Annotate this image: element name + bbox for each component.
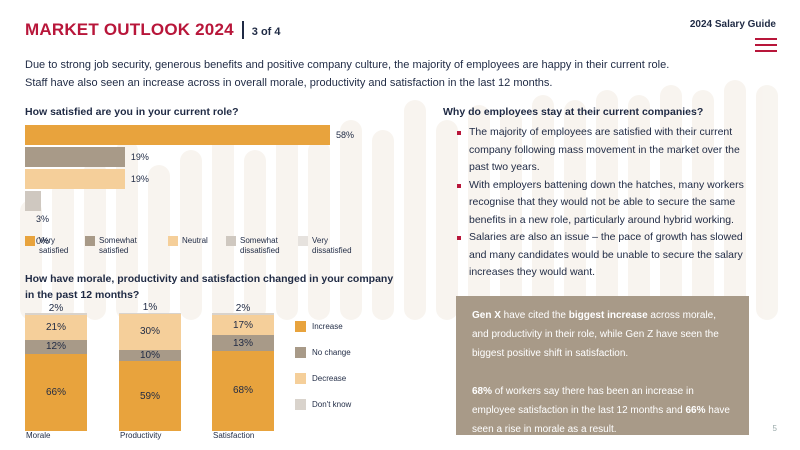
legend-label: Somewhat satisfied: [99, 236, 137, 255]
legend-swatch: [298, 236, 308, 246]
legend-item: Decrease: [295, 365, 351, 391]
list-item: Salaries are also an issue – the pace of…: [455, 229, 755, 282]
segment-value-label: 17%: [232, 319, 253, 331]
list-item: The majority of employees are satisfied …: [455, 124, 755, 177]
satisfaction-bar: [25, 169, 125, 189]
legend-swatch: [295, 372, 306, 384]
legend-label: No change: [312, 347, 351, 357]
legend-item: Very dissatisfied: [298, 236, 368, 256]
segment-value-label: 66%: [45, 386, 66, 398]
callout-box: Gen X have cited the biggest increase ac…: [456, 296, 749, 435]
chart1-title: How satisfied are you in your current ro…: [25, 106, 239, 118]
stack-segment-no-change: 10%: [119, 349, 181, 362]
bar-value-label: 0%: [36, 236, 50, 246]
bar-value-label: 19%: [130, 152, 149, 162]
legend-label: Decrease: [312, 373, 347, 383]
satisfaction-bar: [25, 147, 125, 167]
satisfaction-bar: [25, 191, 41, 211]
legend-swatch: [295, 398, 306, 410]
page-title: MARKET OUTLOOK 2024: [25, 20, 234, 39]
category-label: Satisfaction: [213, 431, 255, 440]
segment-value-label: 13%: [232, 337, 253, 349]
chart2-title: How have morale, productivity and satisf…: [25, 273, 394, 301]
legend-label: Increase: [312, 321, 343, 331]
stack-segment-don-t-know: 2%: [25, 303, 87, 316]
list-item: With employers battening down the hatche…: [455, 177, 755, 230]
legend-item: Don't know: [295, 391, 351, 417]
right-question: Why do employees stay at their current c…: [443, 106, 704, 118]
legend-swatch: [226, 236, 236, 246]
stack-segment-increase: 59%: [119, 361, 181, 431]
segment-value-label: 12%: [45, 341, 66, 353]
legend-label: Very dissatisfied: [312, 236, 352, 255]
bar-value-label: 3%: [36, 214, 50, 224]
page-indicator: 3 of 4: [251, 26, 281, 38]
legend-label: Very satisfied: [39, 236, 69, 255]
reasons-list: The majority of employees are satisfied …: [455, 124, 755, 282]
stack-segment-decrease: 30%: [119, 314, 181, 350]
satisfaction-legend: Very satisfied Somewhat satisfied Neutra…: [25, 236, 368, 256]
legend-swatch: [295, 346, 306, 358]
legend-label: Neutral: [182, 236, 208, 245]
page-number: 5: [772, 424, 777, 433]
stack-segment-no-change: 13%: [212, 335, 274, 351]
segment-value-label: 2%: [235, 303, 251, 315]
segment-value-label: 1%: [142, 302, 158, 314]
stack-segment-increase: 66%: [25, 353, 87, 431]
legend-item: No change: [295, 339, 351, 365]
category-label: Morale: [26, 431, 51, 440]
stack-column: 2% 21% 12% 66%: [25, 303, 87, 431]
legend-item: Neutral: [168, 236, 226, 256]
legend-swatch: [295, 320, 306, 332]
stack-segment-increase: 68%: [212, 350, 274, 431]
callout-paragraph-1: Gen X have cited the biggest increase ac…: [472, 310, 719, 359]
legend-item: Increase: [295, 313, 351, 339]
segment-value-label: 2%: [48, 303, 64, 315]
segment-value-label: 10%: [139, 349, 160, 361]
stack-segment-decrease: 21%: [25, 315, 87, 340]
segment-value-label: 21%: [45, 322, 66, 334]
legend-swatch: [25, 236, 35, 246]
legend-item: Somewhat satisfied: [85, 236, 168, 256]
legend-item: Somewhat dissatisfied: [226, 236, 298, 256]
callout-paragraph-2: 68% of workers say there has been an inc…: [472, 386, 730, 435]
stack-segment-don-t-know: 2%: [212, 303, 274, 316]
satisfaction-bar: [25, 125, 330, 145]
legend-swatch: [85, 236, 95, 246]
intro-paragraph: Due to strong job security, generous ben…: [25, 59, 670, 89]
stack-column: 1% 30% 10% 59%: [119, 302, 181, 431]
segment-value-label: 59%: [139, 390, 160, 402]
hamburger-menu-icon[interactable]: [755, 38, 777, 52]
legend-item: Very satisfied: [25, 236, 85, 256]
legend-swatch: [168, 236, 178, 246]
legend-label: Somewhat dissatisfied: [240, 236, 280, 255]
change-legend: Increase No change Decrease Don't know: [295, 313, 351, 417]
stack-column: 2% 17% 13% 68%: [212, 303, 274, 431]
bar-value-label: 19%: [130, 174, 149, 184]
stack-segment-decrease: 17%: [212, 315, 274, 336]
segment-value-label: 30%: [139, 326, 160, 338]
stack-segment-no-change: 12%: [25, 339, 87, 354]
guide-title: 2024 Salary Guide: [689, 19, 776, 30]
stack-segment-don-t-know: 1%: [119, 302, 181, 315]
segment-value-label: 68%: [232, 385, 253, 397]
category-label: Productivity: [120, 431, 162, 440]
page-header: MARKET OUTLOOK 2024 3 of 4: [25, 20, 281, 40]
bar-value-label: 58%: [336, 130, 355, 140]
title-divider: [241, 21, 244, 39]
legend-label: Don't know: [312, 399, 352, 409]
